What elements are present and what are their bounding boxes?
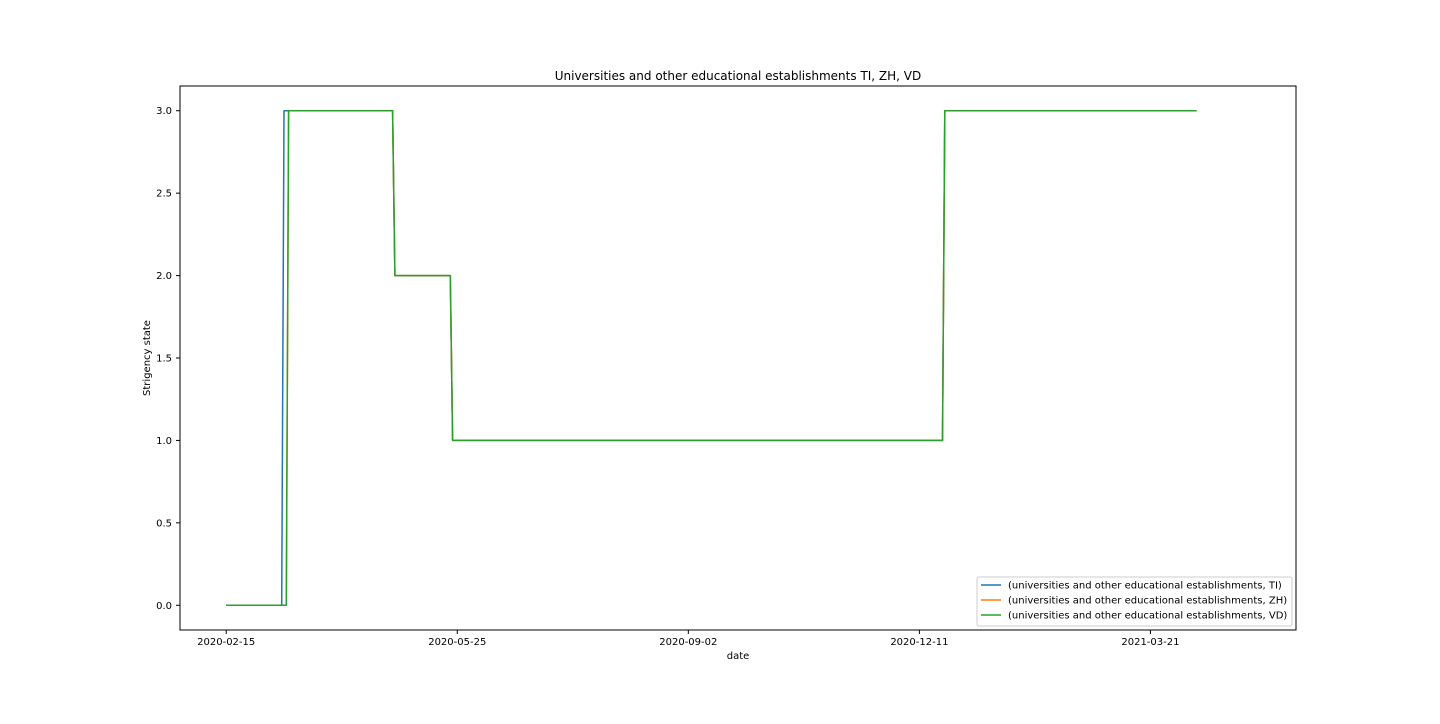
- y-axis-label: Strigency state: [142, 320, 153, 396]
- legend-box: [976, 576, 1293, 627]
- y-tick-label: 0.5: [156, 518, 172, 529]
- x-tick-label: 2020-12-11: [890, 637, 948, 648]
- y-tick-label: 0.0: [156, 601, 172, 612]
- x-tick-label: 2020-05-25: [428, 637, 486, 648]
- x-tick-label: 2020-09-02: [659, 637, 717, 648]
- y-tick-label: 1.0: [156, 436, 172, 447]
- legend-entry: (universities and other educational esta…: [1008, 596, 1287, 607]
- x-tick-label: 2020-02-15: [197, 637, 255, 648]
- y-tick-label: 2.5: [156, 189, 172, 200]
- series-layer: [226, 109, 1197, 607]
- y-tick-label: 3.0: [156, 106, 172, 117]
- legend-entry: (universities and other educational esta…: [1008, 611, 1287, 622]
- x-axis-label: date: [727, 651, 750, 662]
- x-axis: 2020-02-15 2020-05-25 2020-09-02 2020-12-11…: [197, 630, 1179, 648]
- plot-frame: [179, 85, 1297, 631]
- chart-title: Universities and other educational estab…: [555, 69, 922, 83]
- y-tick-label: 2.0: [156, 271, 172, 282]
- x-tick-label: 2021-03-21: [1121, 637, 1179, 648]
- series-line-2: [226, 109, 1197, 607]
- legend-entry: (universities and other educational esta…: [1008, 581, 1282, 592]
- y-tick-label: 1.5: [156, 354, 172, 365]
- legend: (universities and other educational esta…: [976, 576, 1293, 627]
- y-axis: 0.0 0.5 1.0 1.5 2.0 2.5 3.0: [156, 106, 180, 612]
